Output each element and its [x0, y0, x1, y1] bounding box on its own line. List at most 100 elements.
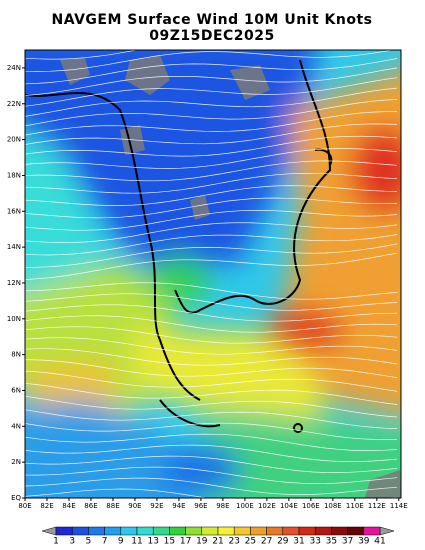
colorbar-box — [266, 526, 284, 536]
x-tick-label: 98E — [216, 502, 229, 510]
colorbar-box — [347, 526, 365, 536]
x-tick-label: 94E — [172, 502, 185, 510]
colorbar-box — [152, 526, 170, 536]
colorbar-under — [41, 526, 57, 536]
streamline — [25, 172, 398, 194]
streamline — [25, 370, 398, 392]
streamline — [25, 67, 398, 96]
streamline — [25, 160, 398, 182]
colorbar-label: 17 — [180, 537, 191, 547]
x-tick-label: 108E — [324, 502, 342, 510]
streamline — [25, 348, 398, 366]
colorbar-box — [185, 526, 203, 536]
streamline — [25, 315, 398, 333]
streamline — [25, 337, 398, 355]
streamline — [25, 433, 398, 451]
x-tick-label: 114E — [390, 502, 408, 510]
streamline — [25, 87, 398, 117]
colorbar-box — [363, 526, 381, 536]
x-tick-label: 88E — [106, 502, 119, 510]
colorbar-label: 11 — [131, 537, 142, 547]
colorbar-label: 13 — [147, 537, 158, 547]
streamline — [25, 185, 398, 206]
colorbar-box — [201, 526, 219, 536]
streamline — [25, 197, 398, 219]
streamline — [25, 444, 398, 462]
y-tick-label: 2N — [11, 458, 21, 466]
streamline — [25, 135, 398, 159]
colorbar-label: 3 — [69, 537, 75, 547]
x-tick-label: 80E — [18, 502, 31, 510]
streamline — [25, 123, 398, 147]
colorbar-over — [379, 526, 395, 536]
colorbar-label: 41 — [374, 537, 385, 547]
y-tick-label: 16N — [7, 207, 21, 215]
streamline — [25, 252, 398, 280]
streamline — [25, 148, 398, 170]
streamline — [25, 50, 395, 72]
y-tick-label: 6N — [11, 386, 21, 394]
streamline — [25, 58, 398, 85]
colorbar-label: 21 — [212, 537, 223, 547]
colorbar-label: 7 — [102, 537, 108, 547]
subtitle: 09Z15DEC2025 — [149, 28, 275, 44]
streamline — [25, 77, 398, 107]
streamline — [25, 359, 398, 379]
colorbar-label: 33 — [309, 537, 320, 547]
colorbar-label: 5 — [86, 537, 92, 547]
streamline — [25, 395, 398, 418]
streamline — [25, 210, 398, 231]
y-tick-label: 10N — [7, 315, 21, 323]
x-tick-label: 104E — [280, 502, 298, 510]
colorbar-label: 9 — [118, 537, 124, 547]
streamline — [25, 282, 398, 300]
colorbar-label: 15 — [164, 537, 175, 547]
x-tick-label: 82E — [40, 502, 53, 510]
colorbar-label: 27 — [261, 537, 272, 547]
colorbar-box — [120, 526, 138, 536]
colorbar-box — [314, 526, 332, 536]
colorbar-box — [71, 526, 89, 536]
streamline — [25, 234, 398, 256]
colorbar-label: 39 — [358, 537, 370, 547]
y-tick-label: 14N — [7, 243, 21, 251]
title: NAVGEM Surface Wind 10M Unit Knots — [51, 12, 372, 28]
colorbar-box — [331, 526, 348, 536]
colorbar-label: 19 — [196, 537, 208, 547]
colorbar-box — [250, 526, 267, 536]
colorbar-box — [55, 526, 73, 536]
y-tick-label: 4N — [11, 422, 21, 430]
y-tick-label: 12N — [7, 279, 21, 287]
y-tick-label: 24N — [7, 64, 21, 72]
streamline — [25, 222, 398, 243]
streamline — [25, 477, 398, 495]
streamline — [25, 293, 398, 311]
colorbar-box — [104, 526, 122, 536]
colorbar-box — [298, 526, 316, 536]
y-tick-label: EQ — [11, 494, 21, 502]
colorbar-box — [282, 526, 300, 536]
colorbar-label: 37 — [342, 537, 353, 547]
colorbar-label: 31 — [293, 537, 304, 547]
colorbar-box — [233, 526, 251, 536]
streamline — [25, 99, 398, 127]
streamline — [25, 382, 398, 405]
x-tick-label: 110E — [346, 502, 364, 510]
colorbar-box — [136, 526, 154, 536]
x-tick-label: 102E — [258, 502, 276, 510]
streamline — [25, 111, 397, 136]
x-tick-label: 86E — [84, 502, 97, 510]
x-tick-label: 84E — [62, 502, 75, 510]
streamline — [25, 409, 398, 429]
map-frame — [24, 49, 402, 499]
x-tick-label: 100E — [236, 502, 254, 510]
streamline — [25, 422, 398, 440]
x-tick-label: 106E — [302, 502, 320, 510]
colorbar-box — [88, 526, 105, 536]
streamline — [25, 466, 398, 484]
colorbar-label: 25 — [245, 537, 256, 547]
x-tick-label: 90E — [128, 502, 141, 510]
colorbar-label: 23 — [228, 537, 239, 547]
